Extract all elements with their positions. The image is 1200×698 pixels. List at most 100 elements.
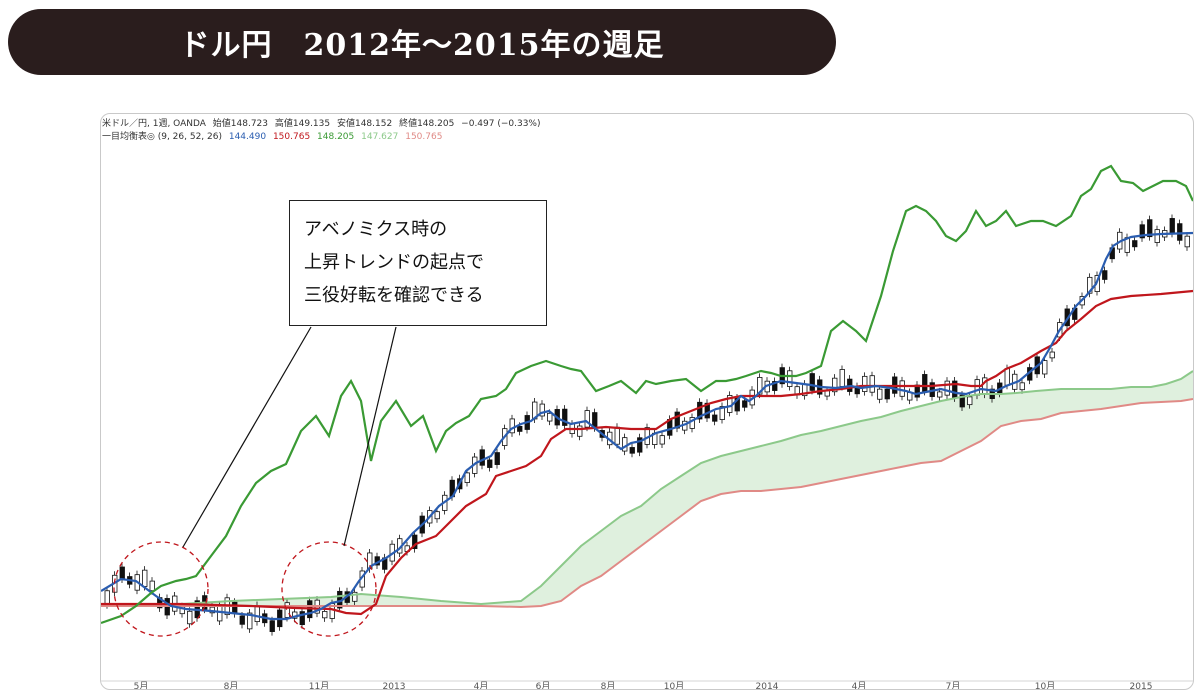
candle-body	[239, 615, 245, 625]
candle-body	[562, 408, 568, 426]
x-tick-label: 8月	[224, 681, 239, 689]
chart-info-line2: 一目均衡表◎ (9, 26, 52, 26) 144.490 150.765 1…	[102, 129, 446, 142]
x-tick-label: 2015	[1130, 682, 1153, 689]
candle-body	[1049, 351, 1055, 359]
info-value-3: 148.205	[317, 132, 355, 142]
info-kijun-like: 144.490	[228, 132, 267, 142]
candle-body	[674, 411, 680, 429]
candle-body	[697, 401, 703, 420]
callout-line-3: 三役好転を確認できる	[304, 285, 484, 306]
candle-body	[299, 611, 305, 626]
tenkan-line	[101, 231, 1193, 621]
info-change: −0.497 (−0.33%)	[461, 119, 541, 129]
candle-body	[352, 591, 358, 602]
candle-body	[757, 377, 763, 395]
x-tick-label: 6月	[536, 681, 551, 689]
candle-body	[959, 394, 965, 408]
info-symbol: 米ドル／円, 1週, OANDA	[102, 119, 206, 129]
candle-body	[149, 580, 155, 592]
candle-body	[517, 425, 523, 432]
candle-body	[1019, 382, 1025, 391]
candle-body	[547, 412, 553, 422]
candle-body	[809, 373, 815, 391]
candle-body	[922, 374, 928, 392]
candle-body	[659, 435, 665, 445]
candle-body	[1169, 218, 1175, 234]
candle-body	[412, 534, 418, 549]
candle-body	[1004, 368, 1010, 386]
candle-body	[869, 375, 875, 393]
candle-body	[1132, 240, 1138, 248]
candle-body	[787, 370, 793, 387]
info-close: 終値148.205	[399, 119, 455, 129]
info-indicator: 一目均衡表◎ (9, 26, 52, 26)	[102, 132, 222, 142]
info-value-5: 150.765	[405, 132, 443, 142]
highlight-circle-left	[113, 541, 209, 637]
candle-body	[187, 610, 193, 625]
candle-body	[862, 375, 868, 392]
cloud-bullish-0	[101, 371, 1193, 607]
x-tick-label: 10月	[1035, 681, 1055, 689]
x-tick-label: 10月	[664, 681, 684, 689]
candle-body	[479, 449, 485, 466]
candle-body	[877, 388, 883, 400]
candle-body	[494, 452, 500, 465]
highlight-circle-right	[281, 541, 377, 637]
candle-body	[839, 369, 845, 387]
candle-body	[539, 403, 545, 417]
pointer-line-left	[182, 326, 312, 548]
candle-body	[944, 380, 950, 396]
candle-body	[1139, 224, 1145, 239]
candle-body	[232, 601, 238, 614]
kijun-line	[101, 289, 1193, 616]
candle-body	[937, 391, 943, 398]
x-tick-label: 8月	[601, 681, 616, 689]
candle-body	[254, 605, 260, 623]
annotation-callout: アベノミクス時の 上昇トレンドの起点で 三役好転を確認できる	[289, 200, 547, 326]
candle-body	[772, 381, 778, 391]
candle-body	[434, 511, 440, 520]
callout-line-1: アベノミクス時の	[304, 219, 448, 240]
candle-body	[884, 388, 890, 400]
candle-body	[464, 472, 470, 483]
candle-body	[104, 590, 110, 606]
candle-body	[742, 400, 748, 408]
candle-body	[284, 602, 290, 618]
info-open: 始値148.723	[212, 119, 269, 129]
candle-body	[614, 426, 620, 445]
candle-body	[1147, 219, 1153, 238]
info-value-2: 150.765	[272, 132, 311, 142]
candle-body	[1184, 235, 1190, 248]
candle-body	[734, 397, 740, 412]
info-value-4: 147.627	[361, 132, 399, 142]
candle-body	[584, 410, 590, 428]
callout-line-2: 上昇トレンドの起点で	[304, 252, 484, 273]
info-low: 安値148.152	[336, 119, 393, 129]
candle-body	[974, 379, 980, 396]
chikou-line	[101, 164, 1193, 625]
candle-body	[1154, 229, 1160, 243]
candle-body	[832, 377, 838, 393]
candle-body	[269, 620, 275, 632]
candle-body	[1087, 276, 1093, 294]
ichimoku-chart: 5月 8月 11月 2013 4月 6月 8月 10月 2014 4月 7月 10月 2015	[101, 164, 1193, 689]
title-banner: ドル円 2012年〜2015年の週足	[8, 9, 836, 75]
senkou-span-a-line	[101, 370, 1193, 606]
candle-body	[629, 447, 635, 454]
candle-body	[247, 612, 253, 630]
pointer-line-right	[343, 326, 397, 547]
chart-frame: 5月 8月 11月 2013 4月 6月 8月 10月 2014 4月 7月 10月 2015	[100, 113, 1194, 690]
candle-body	[899, 380, 905, 397]
candle-body	[119, 566, 125, 580]
candle-body	[487, 459, 493, 468]
candle-body	[142, 569, 148, 587]
x-tick-label: 4月	[474, 681, 489, 689]
candle-body	[967, 396, 973, 406]
x-tick-label: 2013	[383, 682, 406, 689]
senkou-span-b-line	[101, 398, 1193, 609]
candle-body	[509, 418, 515, 434]
candle-body	[322, 611, 328, 619]
chart-info-line1: 米ドル／円, 1週, OANDA 始値148.723 高値149.135 安値1…	[102, 116, 545, 129]
x-tick-label: 4月	[852, 681, 867, 689]
x-tick-label: 2014	[756, 682, 779, 689]
